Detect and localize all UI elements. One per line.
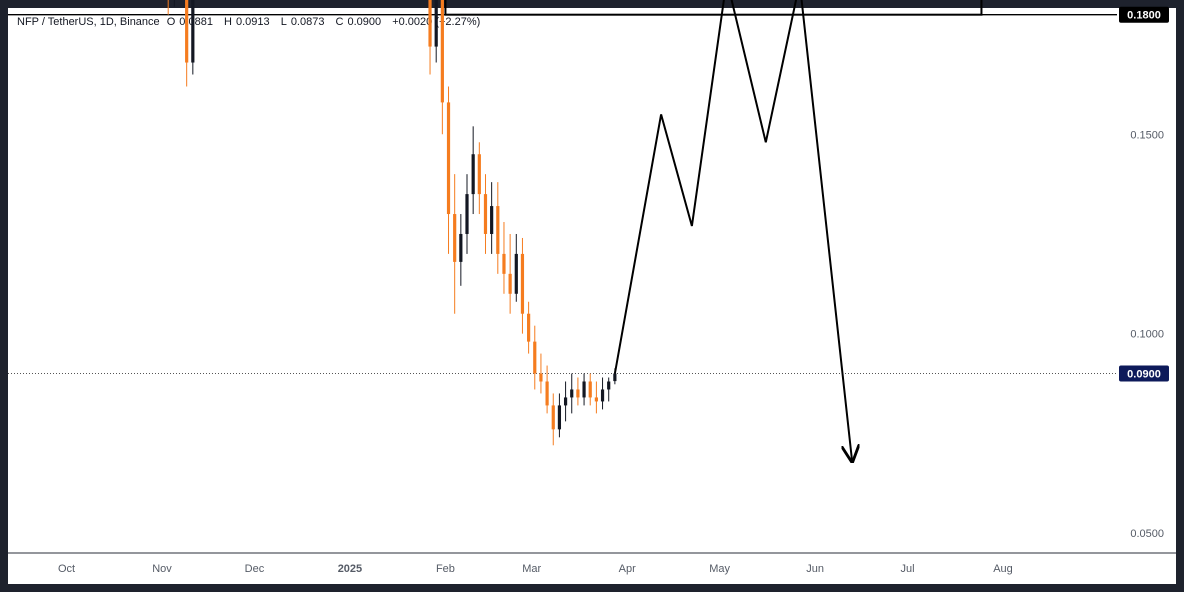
candle (191, 0, 195, 75)
resistance-zone-box[interactable] (444, 0, 983, 16)
candle (477, 142, 481, 215)
candle-body (563, 397, 568, 406)
candle-body (600, 389, 605, 402)
candle-body (465, 194, 469, 234)
axes: 0.05000.10000.15000.20000.25000.30000.35… (8, 6, 1176, 575)
candle (576, 377, 580, 406)
candle (465, 174, 469, 254)
candle (496, 182, 500, 274)
candle (453, 174, 457, 314)
candle (557, 393, 562, 438)
low-value: L 0.0873 (280, 16, 325, 28)
candle (514, 233, 518, 302)
candle (527, 301, 531, 354)
candle (533, 325, 537, 390)
candle (434, 0, 438, 63)
candle (539, 353, 543, 394)
candle-body (570, 389, 574, 398)
x-tick-label: Mar (522, 563, 541, 575)
candle (483, 174, 488, 254)
chart-panel (8, 8, 1176, 584)
current-price-label: 0.0900 (1127, 369, 1161, 381)
x-tick-label: Nov (152, 563, 172, 575)
candle-body (594, 397, 598, 402)
candle-body (428, 0, 432, 47)
candle-body (459, 233, 463, 262)
y-tick-label: 0.1500 (1130, 129, 1164, 141)
candle-body (582, 381, 586, 398)
candle-body (551, 405, 555, 430)
candle-body (471, 154, 475, 195)
candle (167, 0, 169, 15)
candle-body (191, 0, 195, 63)
candle (502, 222, 506, 294)
candle (173, 0, 175, 7)
candle-body (545, 381, 549, 406)
candle (607, 377, 611, 402)
candle (570, 373, 574, 414)
bullish-projection-path[interactable] (613, 0, 908, 374)
candle (471, 126, 475, 215)
candle-body (434, 0, 438, 47)
candle-body (533, 341, 537, 374)
symbol-label: NFP / TetherUS, 1D, Binance (17, 16, 160, 28)
candle (551, 393, 555, 446)
x-tick-label: Dec (245, 563, 265, 575)
candle-body (496, 206, 500, 254)
candle (588, 373, 592, 406)
candle (185, 0, 189, 87)
y-tick-label: 0.1000 (1130, 329, 1164, 341)
current-price-tag (1119, 365, 1169, 382)
candle-body (453, 214, 457, 262)
x-tick-label: May (709, 563, 730, 575)
candle-body (520, 253, 525, 314)
horizontal-levels[interactable] (8, 0, 1117, 375)
candle-body (440, 0, 444, 103)
candle (490, 182, 494, 254)
close-value: C 0.0900 (335, 16, 382, 28)
x-tick-label: Aug (993, 563, 1013, 575)
candle (545, 365, 549, 414)
candle-body (613, 373, 617, 382)
candle-body (557, 405, 562, 430)
candle-body (588, 381, 592, 398)
high-value: H 0.0913 (224, 16, 270, 28)
candle (594, 381, 598, 414)
candle-body (527, 313, 531, 342)
candle (520, 237, 525, 334)
candle (459, 214, 463, 286)
candle (508, 233, 512, 314)
candle-body (477, 154, 481, 195)
candle (446, 86, 451, 254)
candles (167, 0, 617, 446)
candle (440, 0, 444, 135)
candle-body (490, 206, 494, 234)
candle (428, 0, 432, 75)
x-tick-label: Jun (806, 563, 824, 575)
candle-body (446, 102, 451, 215)
candle-body (539, 373, 543, 382)
x-tick-label: Jul (900, 563, 914, 575)
y-tick-label: 0.0500 (1130, 528, 1164, 540)
x-tick-label: 2025 (338, 563, 362, 575)
candle (582, 373, 586, 406)
candle-body (514, 253, 518, 294)
candle (600, 377, 605, 410)
candle-body (185, 0, 189, 63)
level-price-tag (1119, 6, 1169, 23)
bearish-projection-path[interactable] (723, 0, 852, 461)
x-tick-label: Apr (619, 563, 636, 575)
candle-body (483, 194, 488, 234)
candle-body (508, 273, 512, 294)
candle (563, 381, 568, 422)
candle-body (576, 389, 580, 398)
x-tick-label: Oct (58, 563, 75, 575)
level-price-label: 0.1800 (1127, 10, 1161, 22)
projection-drawings[interactable] (613, 0, 908, 461)
x-tick-label: Feb (436, 563, 455, 575)
candle-body (502, 253, 506, 274)
candle-body (607, 381, 611, 390)
